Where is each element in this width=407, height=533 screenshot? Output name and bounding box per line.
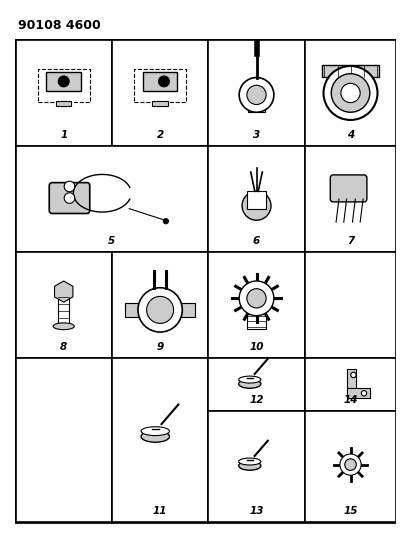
Circle shape (147, 296, 174, 324)
Circle shape (159, 76, 169, 87)
Text: 3: 3 (253, 130, 260, 140)
Text: 10: 10 (249, 342, 264, 352)
Circle shape (59, 76, 69, 87)
Text: 14: 14 (343, 395, 358, 405)
Bar (46, 72, 81, 91)
Ellipse shape (141, 427, 169, 435)
Text: 13: 13 (249, 506, 264, 516)
Bar (112, 40, 208, 146)
Bar (143, 72, 177, 91)
Bar (347, 389, 370, 398)
Circle shape (361, 391, 367, 396)
Text: 4: 4 (347, 130, 354, 140)
Bar (15, 40, 112, 146)
Text: 8: 8 (60, 342, 67, 352)
Bar (38, 69, 90, 102)
Bar (305, 358, 396, 411)
Bar (58, 292, 70, 326)
Bar (208, 252, 305, 358)
Ellipse shape (239, 376, 261, 383)
Bar (247, 191, 266, 208)
Circle shape (239, 281, 274, 316)
Circle shape (331, 74, 370, 112)
Bar (305, 40, 396, 146)
Ellipse shape (141, 431, 169, 442)
Bar (208, 358, 305, 411)
Circle shape (345, 459, 356, 471)
Bar (15, 146, 208, 252)
Circle shape (242, 191, 271, 220)
Circle shape (341, 83, 360, 103)
Bar (56, 101, 71, 107)
Circle shape (247, 85, 266, 104)
Circle shape (324, 66, 378, 120)
Bar (305, 146, 396, 252)
Ellipse shape (53, 323, 74, 329)
Bar (152, 101, 168, 107)
Text: 7: 7 (347, 236, 354, 246)
Bar (322, 65, 379, 77)
Text: 5: 5 (108, 236, 116, 246)
Bar (248, 95, 265, 112)
Circle shape (64, 181, 75, 192)
Text: 12: 12 (249, 395, 264, 405)
Ellipse shape (239, 458, 261, 465)
Text: 9: 9 (157, 342, 164, 352)
Circle shape (239, 77, 274, 112)
Bar (208, 40, 305, 146)
Ellipse shape (239, 379, 261, 388)
Bar (247, 314, 266, 329)
Bar (208, 411, 305, 522)
FancyBboxPatch shape (49, 183, 90, 214)
Bar (15, 358, 112, 522)
Bar (112, 358, 208, 522)
Bar (112, 252, 208, 358)
Polygon shape (55, 281, 73, 302)
Circle shape (64, 193, 75, 204)
Text: 6: 6 (253, 236, 260, 246)
FancyBboxPatch shape (330, 175, 367, 202)
Bar (125, 303, 139, 317)
Text: 15: 15 (343, 506, 358, 516)
Circle shape (138, 288, 182, 332)
Circle shape (247, 289, 266, 308)
Circle shape (340, 454, 361, 475)
Bar (347, 369, 356, 398)
Bar (305, 252, 396, 358)
Bar (134, 69, 186, 102)
Circle shape (164, 219, 168, 224)
Bar (15, 252, 112, 358)
Bar (305, 411, 396, 522)
Circle shape (351, 372, 356, 378)
Text: 90108 4600: 90108 4600 (18, 19, 101, 32)
Text: 2: 2 (157, 130, 164, 140)
Text: 1: 1 (60, 130, 67, 140)
Bar (208, 146, 305, 252)
Bar (182, 303, 195, 317)
Text: 11: 11 (153, 506, 167, 516)
Ellipse shape (239, 461, 261, 470)
